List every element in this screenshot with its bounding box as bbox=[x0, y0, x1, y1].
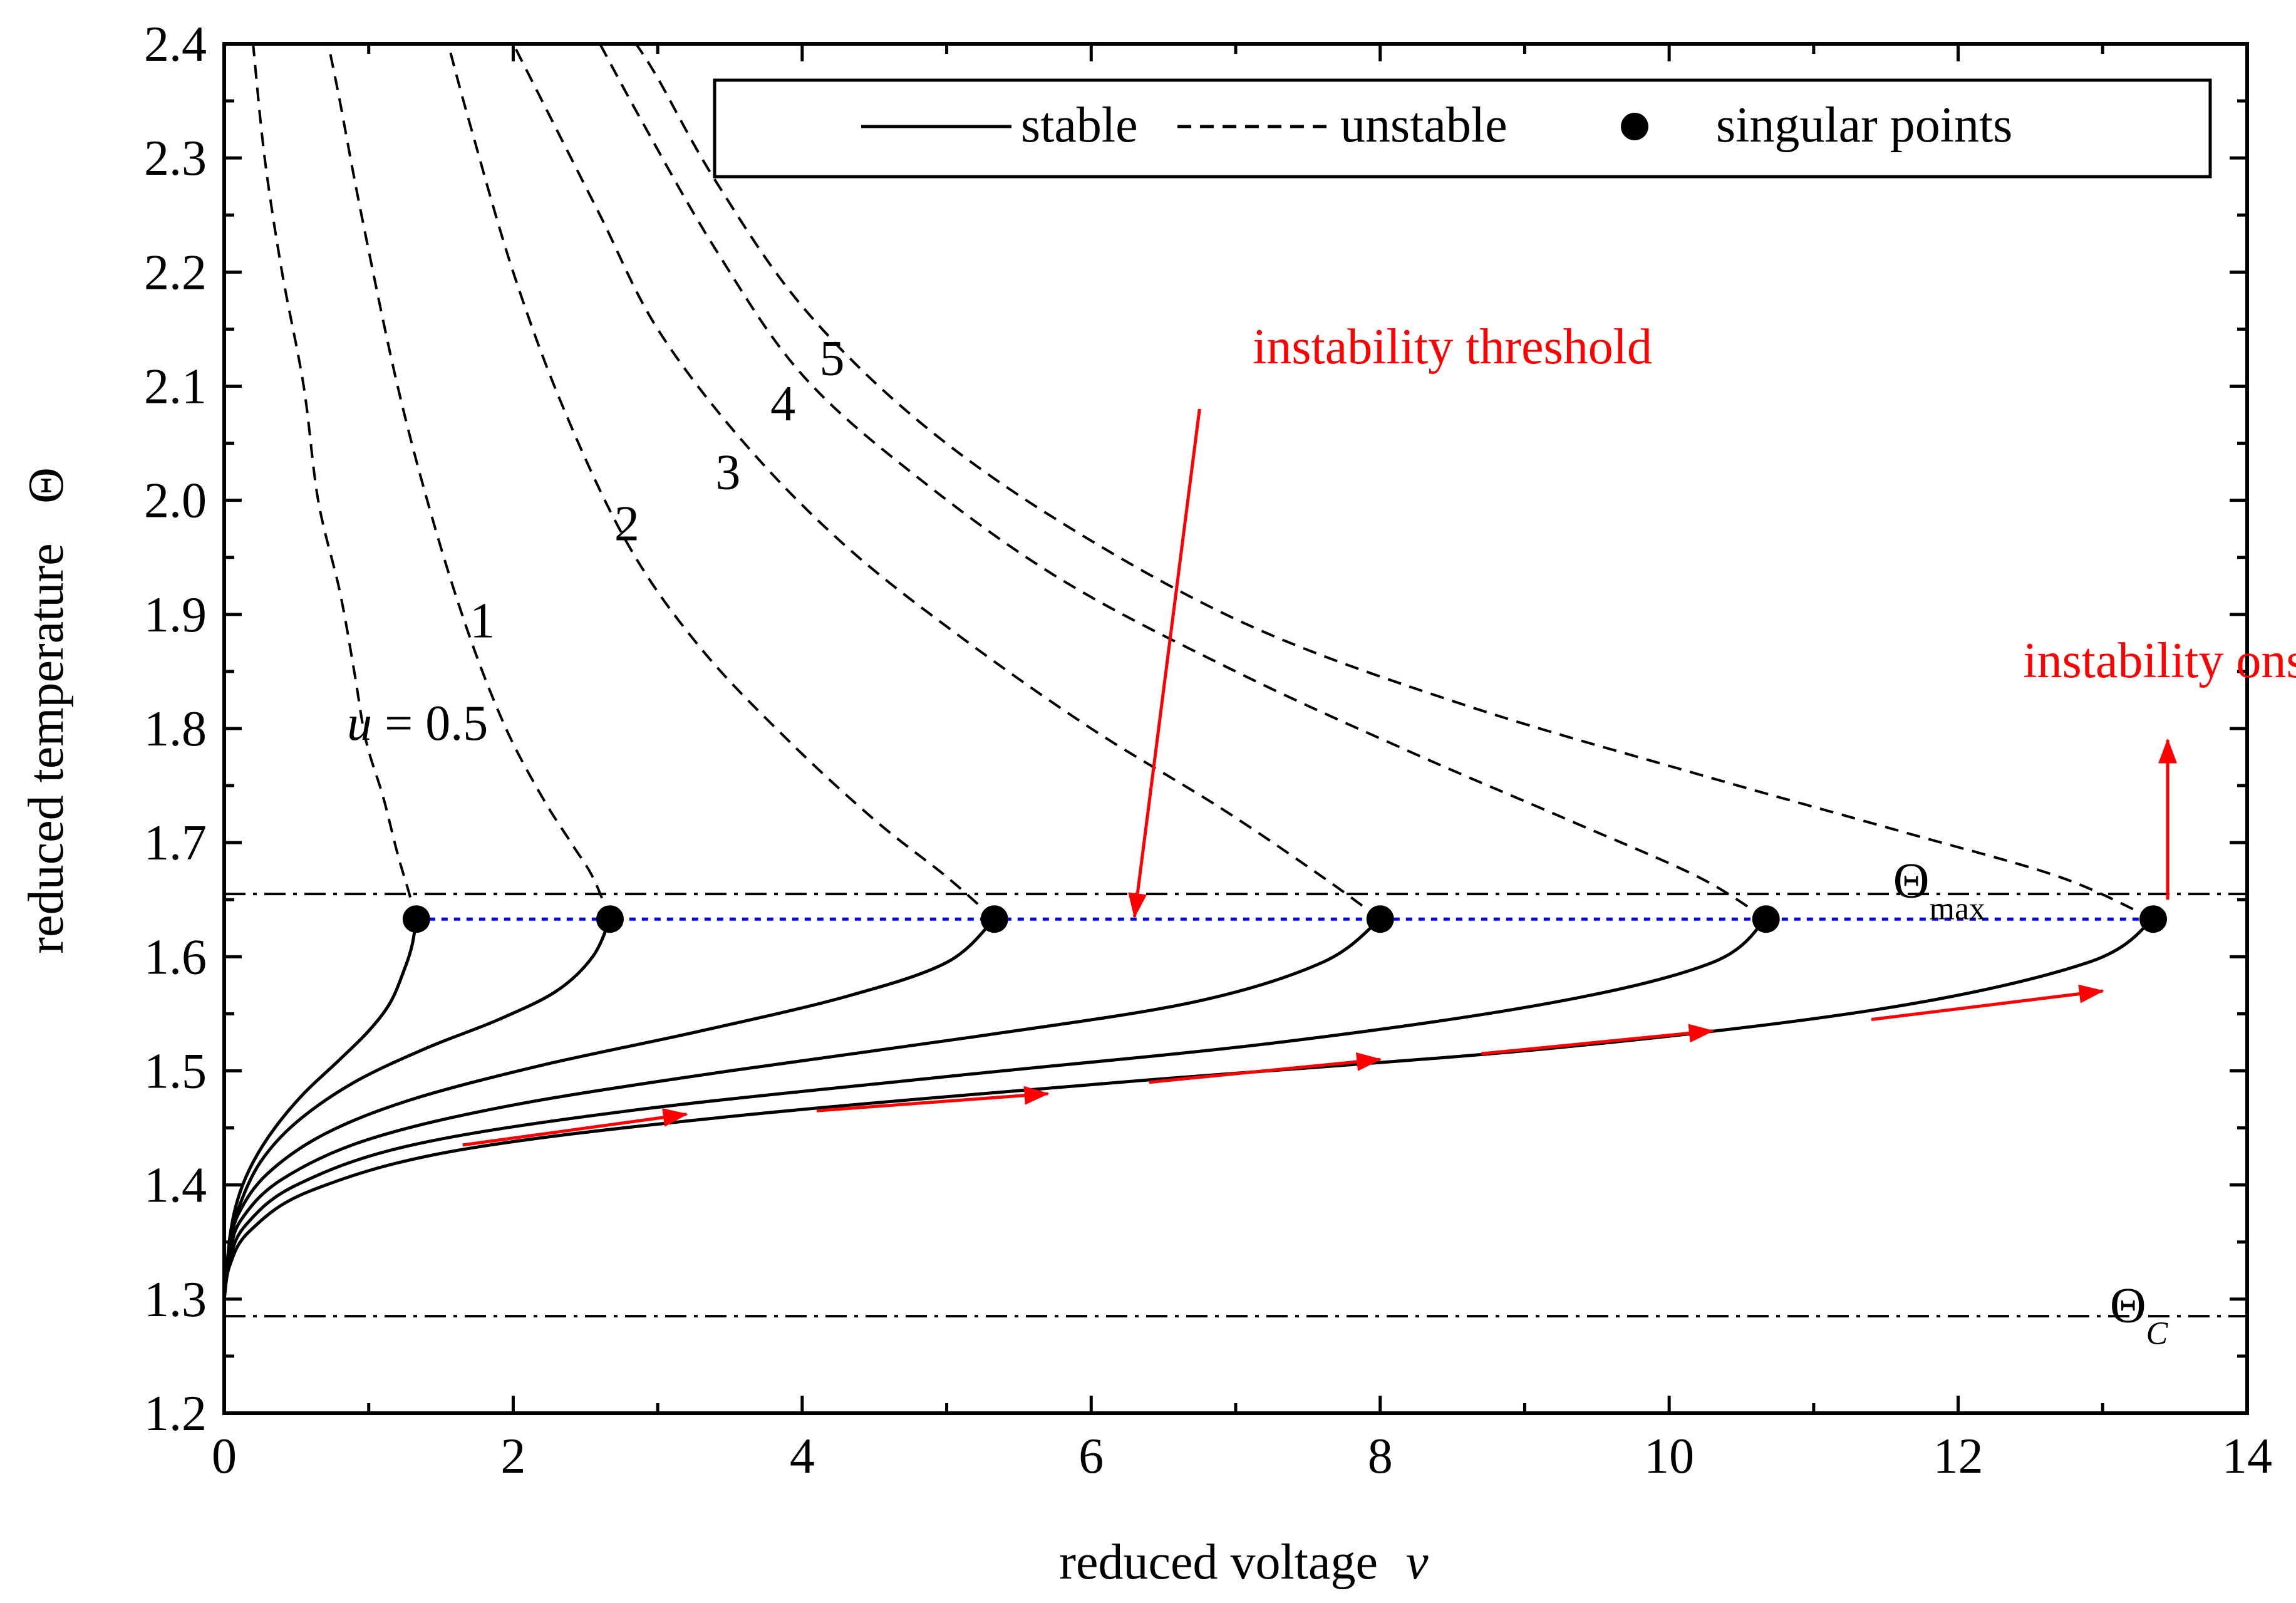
direction-arrow-4 bbox=[1871, 984, 2104, 1022]
legend-box bbox=[713, 78, 2212, 179]
y-tick-label: 1.4 bbox=[144, 1158, 207, 1213]
series-label-u05: u = 0.5 bbox=[347, 696, 488, 751]
x-axis-label: reduced voltage bbox=[1059, 1535, 1378, 1590]
series-label-5: 5 bbox=[820, 331, 845, 386]
direction-arrows bbox=[462, 984, 2104, 1147]
y-tick-label: 1.5 bbox=[144, 1044, 207, 1099]
stable-curve-3 bbox=[222, 918, 1382, 1300]
unstable-curve-0 bbox=[252, 43, 418, 920]
direction-arrow-1 bbox=[816, 1086, 1050, 1113]
legend-singular-label: singular points bbox=[1716, 98, 2012, 153]
unstable-curve-1 bbox=[327, 43, 611, 920]
direction-arrow-3 bbox=[1481, 1024, 1714, 1056]
stable-curve-0 bbox=[222, 918, 418, 1300]
direction-arrow-0 bbox=[462, 1108, 688, 1147]
y-tick-label: 1.2 bbox=[144, 1386, 207, 1441]
legend: stable unstable singular points bbox=[713, 78, 2212, 179]
legend-unstable-label: unstable bbox=[1340, 98, 1507, 153]
x-axis-symbol: v bbox=[1406, 1535, 1429, 1590]
series-label-2: 2 bbox=[614, 496, 639, 551]
x-tick-label: 12 bbox=[1933, 1429, 1983, 1484]
stable-curve-4 bbox=[222, 918, 1767, 1300]
x-tick-label: 2 bbox=[500, 1429, 525, 1484]
y-tick-label: 1.9 bbox=[144, 588, 207, 643]
unstable-curve-4 bbox=[599, 43, 1767, 920]
y-tick-label: 1.6 bbox=[144, 930, 207, 985]
y-tick-label: 1.7 bbox=[144, 816, 207, 871]
x-tick-label: 4 bbox=[790, 1429, 815, 1484]
singular-point-0 bbox=[402, 905, 430, 933]
stable-curve-2 bbox=[222, 918, 996, 1300]
y-tick-label: 2.3 bbox=[144, 131, 207, 186]
x-tick-label: 8 bbox=[1368, 1429, 1393, 1484]
singular-point-3 bbox=[1366, 905, 1394, 933]
series-labels: u = 0.5 1 2 3 4 5 bbox=[347, 331, 844, 751]
x-tick-label: 10 bbox=[1644, 1429, 1694, 1484]
y-axis-label: reduced temperature bbox=[19, 543, 74, 953]
reference-lines bbox=[224, 893, 2247, 1318]
x-axis-title: reduced voltage v bbox=[1059, 1535, 1429, 1590]
axes: 0 2 4 6 8 10 12 141.21.31.41.51.61.71.81.92.02.… bbox=[144, 17, 2272, 1484]
instability-threshold-arrow bbox=[1128, 408, 1201, 919]
legend-singular-marker bbox=[1621, 113, 1648, 140]
singular-point-5 bbox=[2139, 905, 2168, 933]
y-tick-label: 2.0 bbox=[144, 474, 207, 529]
unstable-curve-5 bbox=[634, 43, 2154, 921]
y-axis-title: reduced temperature Θ bbox=[19, 467, 74, 953]
y-tick-label: 1.3 bbox=[144, 1272, 207, 1327]
stable-curve-1 bbox=[222, 918, 612, 1300]
y-axis-symbol: Θ bbox=[19, 467, 74, 504]
direction-arrow-2 bbox=[1149, 1052, 1382, 1084]
series-label-3: 3 bbox=[715, 445, 740, 500]
theta-c-label: ΘC bbox=[2110, 1278, 2169, 1351]
singular-point-1 bbox=[596, 905, 624, 933]
unstable-curve-2 bbox=[447, 43, 996, 920]
instability-threshold-label: instability threshold bbox=[1253, 319, 1652, 375]
instability-onset-label: instability onset bbox=[2023, 633, 2296, 688]
theta-max-label: Θmax bbox=[1893, 854, 1985, 927]
y-tick-label: 2.4 bbox=[144, 17, 207, 72]
series-label-4: 4 bbox=[770, 376, 795, 432]
singular-points bbox=[402, 905, 2168, 933]
legend-stable-label: stable bbox=[1021, 98, 1138, 153]
singular-point-4 bbox=[1752, 905, 1780, 933]
y-tick-label: 2.2 bbox=[144, 245, 207, 300]
unstable-curve-3 bbox=[512, 43, 1381, 920]
x-tick-label: 0 bbox=[212, 1429, 237, 1484]
series-label-1: 1 bbox=[470, 593, 495, 648]
y-tick-label: 1.8 bbox=[144, 702, 207, 757]
y-tick-label: 2.1 bbox=[144, 360, 207, 415]
x-tick-label: 6 bbox=[1078, 1429, 1104, 1484]
singular-point-2 bbox=[980, 905, 1008, 933]
x-tick-label: 14 bbox=[2222, 1429, 2272, 1484]
annotations: instability threshold instability onset … bbox=[1128, 319, 2296, 1351]
